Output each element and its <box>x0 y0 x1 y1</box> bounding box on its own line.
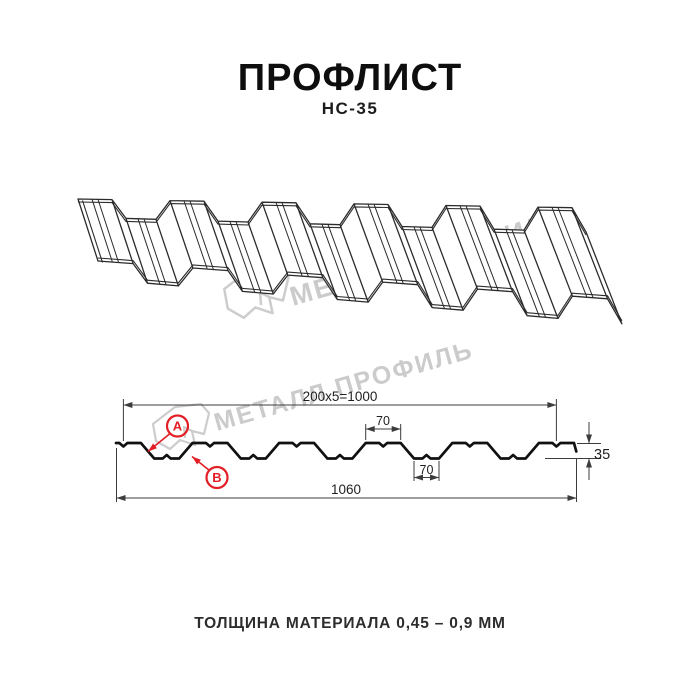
callout-b-label: В <box>212 470 221 485</box>
dimension-top-width-label: 200x5=1000 <box>303 389 378 404</box>
dimension-valley-width-label: 70 <box>420 463 434 477</box>
profile-3d-drawing <box>77 198 623 325</box>
callout-markers <box>147 414 229 490</box>
dimension-overall-width-label: 1060 <box>331 482 361 497</box>
dimension-height-label: 35 <box>594 447 610 463</box>
watermark-text: МЕТАЛЛ ПРОФИЛЬ <box>211 336 477 437</box>
cross-section-drawing <box>114 399 601 502</box>
profile-model-subtitle: НС-35 <box>321 99 379 118</box>
material-thickness-note: ТОЛЩИНА МАТЕРИАЛА 0,45 – 0,9 ММ <box>194 615 506 632</box>
callout-a-label: А <box>173 419 183 434</box>
page-title: ПРОФЛИСТ <box>237 57 463 99</box>
dimension-crest-width-label: 70 <box>376 414 390 428</box>
